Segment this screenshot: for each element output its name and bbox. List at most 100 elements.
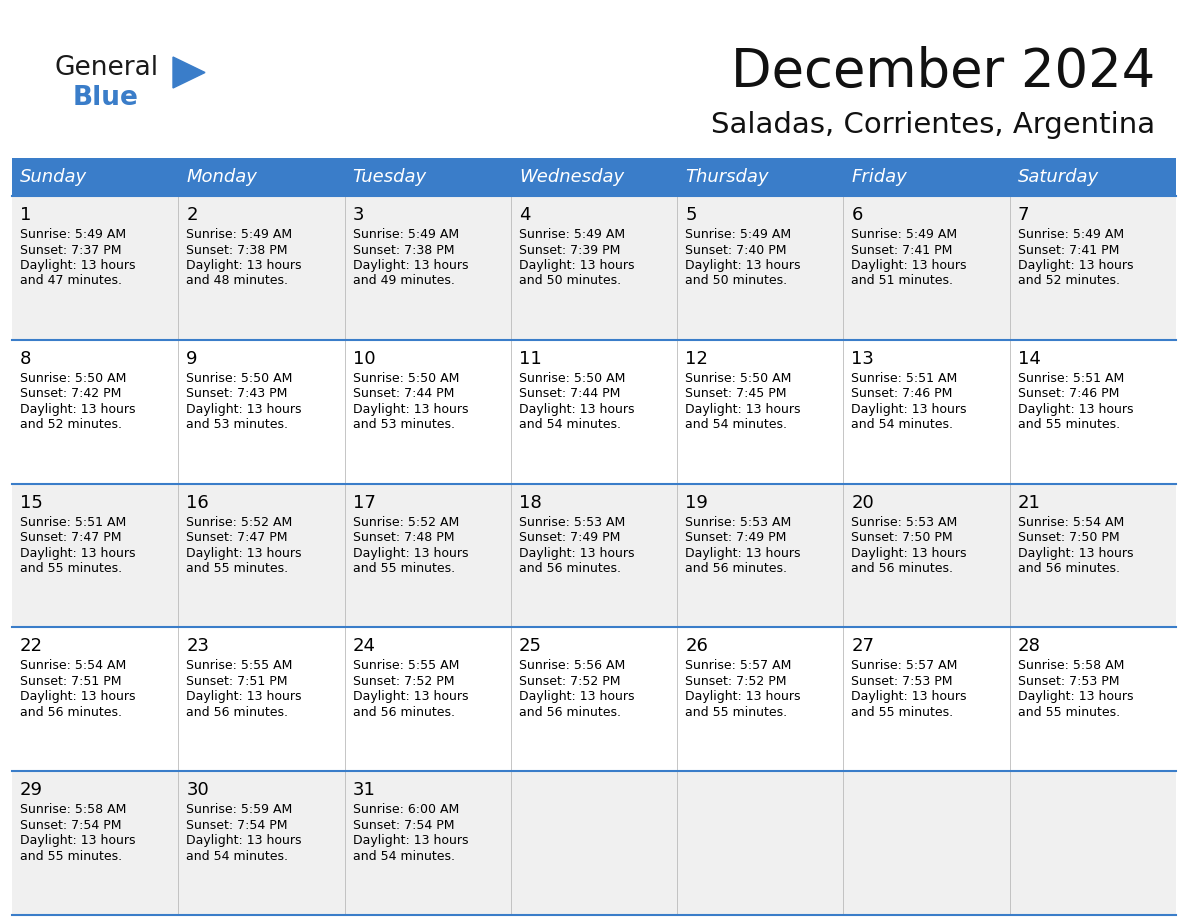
Text: Saturday: Saturday xyxy=(1018,168,1099,186)
Text: 15: 15 xyxy=(20,494,43,511)
Text: and 55 minutes.: and 55 minutes. xyxy=(187,562,289,575)
Text: Sunset: 7:41 PM: Sunset: 7:41 PM xyxy=(1018,243,1119,256)
Text: 8: 8 xyxy=(20,350,31,368)
Text: and 49 minutes.: and 49 minutes. xyxy=(353,274,455,287)
Text: December 2024: December 2024 xyxy=(731,46,1155,98)
Text: Sunset: 7:46 PM: Sunset: 7:46 PM xyxy=(1018,387,1119,400)
Text: Sunset: 7:51 PM: Sunset: 7:51 PM xyxy=(187,675,287,688)
Text: and 55 minutes.: and 55 minutes. xyxy=(852,706,954,719)
Text: Sunset: 7:44 PM: Sunset: 7:44 PM xyxy=(519,387,620,400)
Text: and 56 minutes.: and 56 minutes. xyxy=(187,706,289,719)
Bar xyxy=(511,158,677,196)
Text: Daylight: 13 hours: Daylight: 13 hours xyxy=(20,690,135,703)
Text: Sunrise: 5:56 AM: Sunrise: 5:56 AM xyxy=(519,659,625,672)
Text: 23: 23 xyxy=(187,637,209,655)
Text: Sunrise: 5:57 AM: Sunrise: 5:57 AM xyxy=(852,659,958,672)
Text: and 55 minutes.: and 55 minutes. xyxy=(353,562,455,575)
Text: Sunset: 7:47 PM: Sunset: 7:47 PM xyxy=(187,532,287,544)
Text: Sunrise: 5:52 AM: Sunrise: 5:52 AM xyxy=(353,516,459,529)
Text: and 53 minutes.: and 53 minutes. xyxy=(353,419,455,431)
Text: Daylight: 13 hours: Daylight: 13 hours xyxy=(1018,259,1133,272)
Text: 6: 6 xyxy=(852,206,862,224)
Text: Sunrise: 5:50 AM: Sunrise: 5:50 AM xyxy=(20,372,126,385)
Text: 11: 11 xyxy=(519,350,542,368)
Text: Sunset: 7:38 PM: Sunset: 7:38 PM xyxy=(187,243,287,256)
Text: Daylight: 13 hours: Daylight: 13 hours xyxy=(1018,690,1133,703)
Text: Sunset: 7:39 PM: Sunset: 7:39 PM xyxy=(519,243,620,256)
Text: Sunset: 7:40 PM: Sunset: 7:40 PM xyxy=(685,243,786,256)
Text: Sunrise: 5:59 AM: Sunrise: 5:59 AM xyxy=(187,803,292,816)
Text: 22: 22 xyxy=(20,637,43,655)
Text: Sunrise: 5:50 AM: Sunrise: 5:50 AM xyxy=(685,372,791,385)
Text: and 52 minutes.: and 52 minutes. xyxy=(1018,274,1120,287)
Text: Daylight: 13 hours: Daylight: 13 hours xyxy=(20,834,135,847)
Text: Sunset: 7:41 PM: Sunset: 7:41 PM xyxy=(852,243,953,256)
Text: Sunset: 7:38 PM: Sunset: 7:38 PM xyxy=(353,243,454,256)
Text: 30: 30 xyxy=(187,781,209,800)
Text: and 51 minutes.: and 51 minutes. xyxy=(852,274,954,287)
Text: 28: 28 xyxy=(1018,637,1041,655)
Text: Sunrise: 5:54 AM: Sunrise: 5:54 AM xyxy=(1018,516,1124,529)
Polygon shape xyxy=(173,57,206,88)
Text: Sunset: 7:50 PM: Sunset: 7:50 PM xyxy=(1018,532,1119,544)
Text: and 54 minutes.: and 54 minutes. xyxy=(353,850,455,863)
Text: Sunset: 7:53 PM: Sunset: 7:53 PM xyxy=(852,675,953,688)
Text: Sunrise: 5:58 AM: Sunrise: 5:58 AM xyxy=(20,803,126,816)
Text: and 56 minutes.: and 56 minutes. xyxy=(353,706,455,719)
Text: and 50 minutes.: and 50 minutes. xyxy=(685,274,788,287)
Text: Sunrise: 5:53 AM: Sunrise: 5:53 AM xyxy=(519,516,625,529)
Text: Sunset: 7:37 PM: Sunset: 7:37 PM xyxy=(20,243,121,256)
Text: and 56 minutes.: and 56 minutes. xyxy=(20,706,122,719)
Text: Daylight: 13 hours: Daylight: 13 hours xyxy=(685,546,801,560)
Text: Sunset: 7:45 PM: Sunset: 7:45 PM xyxy=(685,387,786,400)
Text: Daylight: 13 hours: Daylight: 13 hours xyxy=(20,259,135,272)
Text: Wednesday: Wednesday xyxy=(519,168,624,186)
Text: Sunrise: 5:51 AM: Sunrise: 5:51 AM xyxy=(20,516,126,529)
Text: Daylight: 13 hours: Daylight: 13 hours xyxy=(353,834,468,847)
Text: Sunrise: 5:49 AM: Sunrise: 5:49 AM xyxy=(852,228,958,241)
Text: Sunrise: 5:51 AM: Sunrise: 5:51 AM xyxy=(852,372,958,385)
Text: Sunrise: 5:50 AM: Sunrise: 5:50 AM xyxy=(353,372,459,385)
Text: 14: 14 xyxy=(1018,350,1041,368)
Text: and 55 minutes.: and 55 minutes. xyxy=(20,562,122,575)
Text: 25: 25 xyxy=(519,637,542,655)
Text: 4: 4 xyxy=(519,206,530,224)
Text: Sunday: Sunday xyxy=(20,168,87,186)
Text: 18: 18 xyxy=(519,494,542,511)
Bar xyxy=(12,158,178,196)
Text: 19: 19 xyxy=(685,494,708,511)
Text: and 55 minutes.: and 55 minutes. xyxy=(20,850,122,863)
Text: Sunset: 7:49 PM: Sunset: 7:49 PM xyxy=(685,532,786,544)
Text: Sunrise: 6:00 AM: Sunrise: 6:00 AM xyxy=(353,803,459,816)
Bar xyxy=(1010,158,1176,196)
Text: 16: 16 xyxy=(187,494,209,511)
Text: Sunrise: 5:49 AM: Sunrise: 5:49 AM xyxy=(187,228,292,241)
Text: and 56 minutes.: and 56 minutes. xyxy=(519,562,621,575)
Bar xyxy=(345,158,511,196)
Text: Sunrise: 5:51 AM: Sunrise: 5:51 AM xyxy=(1018,372,1124,385)
Text: Sunset: 7:46 PM: Sunset: 7:46 PM xyxy=(852,387,953,400)
Text: Sunrise: 5:55 AM: Sunrise: 5:55 AM xyxy=(187,659,292,672)
Text: Daylight: 13 hours: Daylight: 13 hours xyxy=(20,546,135,560)
Text: Daylight: 13 hours: Daylight: 13 hours xyxy=(187,259,302,272)
Text: Daylight: 13 hours: Daylight: 13 hours xyxy=(519,259,634,272)
Text: Daylight: 13 hours: Daylight: 13 hours xyxy=(1018,403,1133,416)
Text: 29: 29 xyxy=(20,781,43,800)
Text: Sunset: 7:43 PM: Sunset: 7:43 PM xyxy=(187,387,287,400)
Text: 3: 3 xyxy=(353,206,364,224)
Text: Sunrise: 5:58 AM: Sunrise: 5:58 AM xyxy=(1018,659,1124,672)
Text: Daylight: 13 hours: Daylight: 13 hours xyxy=(20,403,135,416)
Text: Sunrise: 5:57 AM: Sunrise: 5:57 AM xyxy=(685,659,791,672)
Bar xyxy=(843,158,1010,196)
Text: General: General xyxy=(55,55,159,81)
Bar xyxy=(12,196,1176,340)
Text: Daylight: 13 hours: Daylight: 13 hours xyxy=(187,546,302,560)
Bar xyxy=(677,158,843,196)
Text: Sunset: 7:52 PM: Sunset: 7:52 PM xyxy=(353,675,454,688)
Text: and 55 minutes.: and 55 minutes. xyxy=(1018,419,1120,431)
Text: and 52 minutes.: and 52 minutes. xyxy=(20,419,122,431)
Text: 2: 2 xyxy=(187,206,197,224)
Text: and 54 minutes.: and 54 minutes. xyxy=(187,850,289,863)
Text: and 54 minutes.: and 54 minutes. xyxy=(852,419,954,431)
Bar xyxy=(178,158,345,196)
